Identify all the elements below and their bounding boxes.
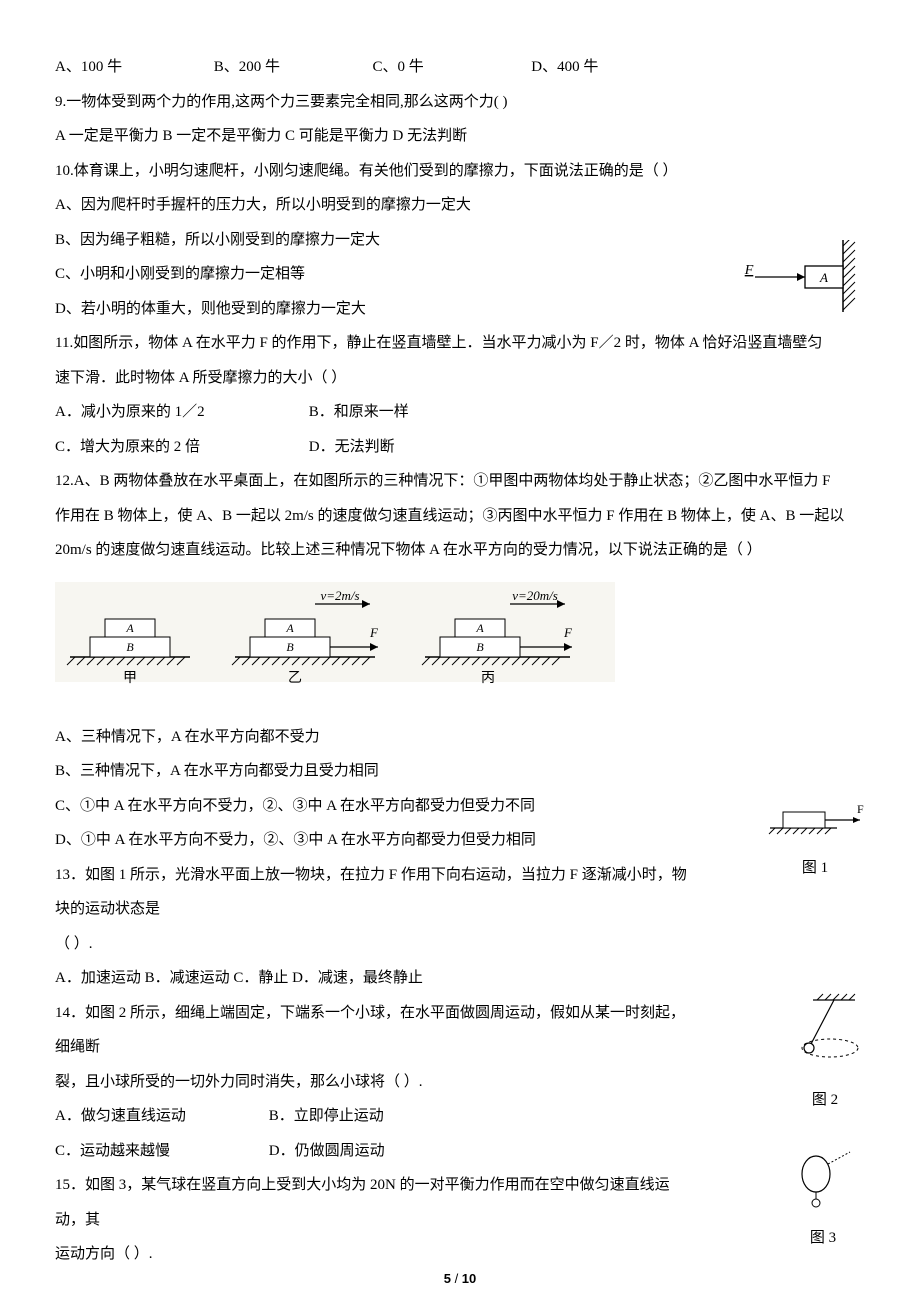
q11-opts-row1: A．减小为原来的 1／2 B．和原来一样 <box>55 395 865 430</box>
svg-text:A: A <box>285 621 294 635</box>
q11-opt-c: C．增大为原来的 2 倍 <box>55 430 305 465</box>
stacks-diagram-svg: A B 甲 v=2m/s A B F <box>55 582 615 702</box>
q10-stem: 10.体育课上，小明匀速爬杆，小刚匀速爬绳。有关他们受到的摩擦力，下面说法正确的… <box>55 154 865 189</box>
page-current: 5 <box>444 1271 451 1286</box>
q8-opt-b: B、200 牛 <box>214 50 369 85</box>
q15-stem-1: 15．如图 3，某气球在竖直方向上受到大小均为 20N 的一对平衡力作用而在空中… <box>55 1168 695 1237</box>
svg-text:F: F <box>369 625 379 640</box>
tu2-svg <box>785 990 865 1072</box>
figure-wall: A F <box>735 240 865 312</box>
q14-opt-c: C．运动越来越慢 <box>55 1134 265 1169</box>
tu3-svg <box>788 1150 858 1210</box>
q14-stem-1: 14．如图 2 所示，细绳上端固定，下端系一个小球，在水平面做圆周运动，假如从某… <box>55 996 695 1065</box>
q14-opts-row2: C．运动越来越慢 D．仍做圆周运动 <box>55 1134 865 1169</box>
q13-options: A．加速运动 B．减速运动 C．静止 D．减速，最终静止 <box>55 961 865 996</box>
q8-opt-d: D、400 牛 <box>531 50 686 85</box>
q11-opt-d: D．无法判断 <box>309 439 395 455</box>
svg-text:F: F <box>857 802 864 816</box>
q11-opt-a: A．减小为原来的 1／2 <box>55 395 305 430</box>
figure-tu2: 图 2 <box>785 990 865 1111</box>
q14-opts-row1: A．做匀速直线运动 B．立即停止运动 <box>55 1099 865 1134</box>
svg-text:B: B <box>126 640 134 654</box>
q14-opt-b: B．立即停止运动 <box>269 1108 384 1124</box>
figure-tu3: 图 3 <box>788 1150 858 1249</box>
q14-opt-a: A．做匀速直线运动 <box>55 1099 265 1134</box>
q12-opt-c: C、①中 A 在水平方向不受力，②、③中 A 在水平方向都受力但受力不同 <box>55 789 865 824</box>
q10-opt-a: A、因为爬杆时手握杆的压力大，所以小明受到的摩擦力一定大 <box>55 188 865 223</box>
q12-opt-d: D、①中 A 在水平方向不受力，②、③中 A 在水平方向都受力但受力相同 <box>55 823 865 858</box>
svg-text:A: A <box>475 621 484 635</box>
svg-text:v=20m/s: v=20m/s <box>512 588 558 603</box>
page-number: 5 / 10 <box>0 1264 920 1294</box>
q12-opt-b: B、三种情况下，A 在水平方向都受力且受力相同 <box>55 754 865 789</box>
q12-stem-2: 作用在 B 物体上，使 A、B 一起以 2m/s 的速度做匀速直线运动；③丙图中… <box>55 499 865 534</box>
q8-opt-c: C、0 牛 <box>373 50 528 85</box>
q11-stem-2: 速下滑．此时物体 A 所受摩擦力的大小（ ） <box>55 361 865 396</box>
q12-stem-1: 12.A、B 两物体叠放在水平桌面上，在如图所示的三种情况下：①甲图中两物体均处… <box>55 464 865 499</box>
page-total: 10 <box>462 1271 476 1286</box>
q13-stem-2: （ ）. <box>55 927 865 962</box>
tu3-caption: 图 3 <box>788 1228 858 1249</box>
q8-opt-a: A、100 牛 <box>55 50 210 85</box>
svg-text:v=2m/s: v=2m/s <box>320 588 359 603</box>
q13-stem-1: 13．如图 1 所示，光滑水平面上放一物块，在拉力 F 作用下向右运动，当拉力 … <box>55 858 695 927</box>
svg-text:甲: 甲 <box>123 671 137 686</box>
tu1-svg: F <box>765 798 865 840</box>
q11-opts-row2: C．增大为原来的 2 倍 D．无法判断 <box>55 430 865 465</box>
q12-stem-3: 20m/s 的速度做匀速直线运动。比较上述三种情况下物体 A 在水平方向的受力情… <box>55 533 865 568</box>
q12-opt-a: A、三种情况下，A 在水平方向都不受力 <box>55 720 865 755</box>
q9-options: A 一定是平衡力 B 一定不是平衡力 C 可能是平衡力 D 无法判断 <box>55 119 865 154</box>
q14-opt-d: D．仍做圆周运动 <box>269 1143 385 1159</box>
q8-options: A、100 牛 B、200 牛 C、0 牛 D、400 牛 <box>55 50 865 85</box>
tu1-caption: 图 1 <box>765 858 865 879</box>
tu2-caption: 图 2 <box>785 1090 865 1111</box>
q14-stem-2: 裂，且小球所受的一切外力同时消失，那么小球将（ ）. <box>55 1065 695 1100</box>
svg-text:A: A <box>819 270 828 285</box>
q11-opt-b: B．和原来一样 <box>309 404 409 420</box>
svg-text:B: B <box>286 640 294 654</box>
figure-tu1: F 图 1 <box>765 798 865 879</box>
svg-text:F: F <box>563 625 573 640</box>
svg-text:F: F <box>744 263 754 278</box>
wall-diagram-svg: A F <box>735 240 865 312</box>
q11-stem-1: 11.如图所示，物体 A 在水平力 F 的作用下，静止在竖直墙壁上．当水平力减小… <box>55 326 865 361</box>
q9-stem: 9.一物体受到两个力的作用,这两个力三要素完全相同,那么这两个力( ) <box>55 85 865 120</box>
page-sep: / <box>451 1271 462 1286</box>
svg-text:丙: 丙 <box>481 671 495 686</box>
svg-text:B: B <box>476 640 484 654</box>
svg-text:A: A <box>125 621 134 635</box>
figure-stacks: A B 甲 v=2m/s A B F <box>55 582 865 702</box>
svg-text:乙: 乙 <box>288 670 302 686</box>
